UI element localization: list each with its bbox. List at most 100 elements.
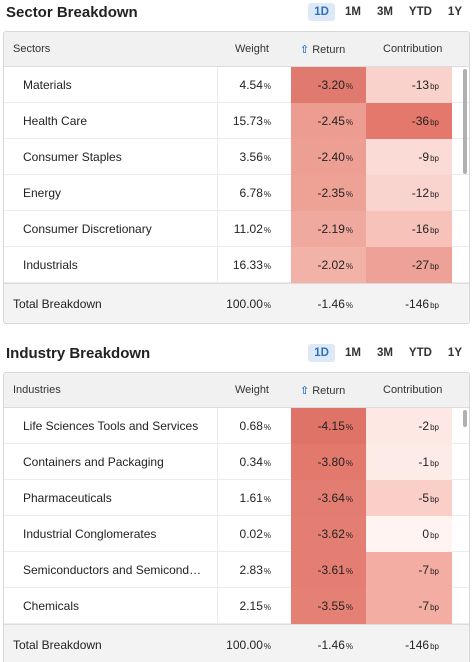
table-row[interactable]: Containers and Packaging 0.34% -3.80% -1bp [4,444,469,480]
row-return: -3.61% [291,552,366,588]
table-row[interactable]: Health Care 15.73% -2.45% -36bp [4,103,469,139]
row-contribution: -27bp [366,247,452,283]
sector-period-1d[interactable]: 1D [308,3,335,21]
row-contribution: -16bp [366,211,452,247]
sector-period-ytd[interactable]: YTD [408,6,432,18]
unit-label: % [345,226,353,235]
total-contribution: -146bp [405,638,439,652]
column-header-return[interactable]: ⇧ Return [300,44,346,56]
sector-total-row: Total Breakdown 100.00% -1.46% -146bp [4,283,469,323]
column-divider [217,408,218,624]
unit-label: bp [430,154,439,163]
total-weight: 100.00% [226,638,271,652]
table-row[interactable]: Consumer Staples 3.56% -2.40% -9bp [4,139,469,175]
unit-label: % [263,423,271,432]
table-row[interactable]: Pharmaceuticals 1.61% -3.64% -5bp [4,480,469,516]
row-return: -2.35% [291,175,366,211]
row-name: Semiconductors and Semiconductor Equipme… [23,563,203,577]
column-header-weight[interactable]: Weight [234,43,269,55]
sector-table-body: Materials 4.54% -3.20% -13bp Health Care 15.7… [4,67,469,283]
row-name: Health Care [23,114,88,128]
total-contribution: -146bp [405,297,439,311]
unit-label: % [263,603,271,612]
unit-label: % [263,531,271,540]
row-contribution: -36bp [366,103,452,139]
row-return: -2.02% [291,247,366,283]
sector-breakdown-title: Sector Breakdown [6,4,138,21]
row-weight: 0.68% [239,419,271,433]
column-header-industries[interactable]: Industries [13,384,61,396]
sector-period-1m[interactable]: 1M [344,6,361,18]
table-row[interactable]: Industrial Conglomerates 0.02% -3.62% 0bp [4,516,469,552]
table-row[interactable]: Energy 6.78% -2.35% -12bp [4,175,469,211]
row-name: Materials [23,78,72,92]
unit-label: bp [430,603,439,612]
table-row[interactable]: Life Sciences Tools and Services 0.68% -4.… [4,408,469,444]
industry-period-1y[interactable]: 1Y [447,347,462,359]
table-row[interactable]: Consumer Discretionary 11.02% -2.19% -16bp [4,211,469,247]
scrollbar[interactable] [463,410,467,620]
scrollbar[interactable] [463,69,467,279]
unit-label: % [345,154,353,163]
column-header-contribution[interactable]: Contribution [383,43,443,55]
row-return: -4.15% [291,408,366,444]
row-name: Consumer Discretionary [23,222,152,236]
unit-label: % [263,118,271,127]
table-row[interactable]: Industrials 16.33% -2.02% -27bp [4,247,469,283]
industry-table-body: Life Sciences Tools and Services 0.68% -4.… [4,408,469,624]
unit-label: % [263,226,271,235]
row-weight: 2.83% [239,563,271,577]
unit-label: % [345,567,353,576]
unit-label: % [345,423,353,432]
unit-label: % [263,495,271,504]
table-row[interactable]: Semiconductors and Semiconductor Equipme… [4,552,469,588]
column-divider [217,67,218,283]
unit-label: bp [430,567,439,576]
unit-label: % [345,118,353,127]
unit-label: bp [430,226,439,235]
row-name: Energy [23,186,62,200]
sort-up-arrow-icon: ⇧ [300,385,310,397]
industry-period-1d[interactable]: 1D [308,344,335,362]
industry-breakdown-title: Industry Breakdown [6,345,151,362]
industry-period-1m[interactable]: 1M [344,347,361,359]
unit-label: % [263,459,271,468]
column-header-return[interactable]: ⇧ Return [300,385,346,397]
sort-up-arrow-icon: ⇧ [300,44,310,56]
row-contribution: -1bp [366,444,452,480]
unit-label: % [345,603,353,612]
industry-table-header: Industries Weight ⇧ Return Contribution [4,373,469,408]
row-return: -3.80% [291,444,366,480]
row-contribution: -7bp [366,552,452,588]
row-weight: 3.56% [239,150,271,164]
unit-label: bp [430,495,439,504]
sector-period-1y[interactable]: 1Y [447,6,462,18]
unit-label: % [345,190,353,199]
industry-total-row: Total Breakdown 100.00% -1.46% -146bp [4,624,469,662]
column-header-contribution[interactable]: Contribution [383,384,443,396]
sector-table-header: Sectors Weight ⇧ Return Contribution [4,32,469,67]
sector-breakdown-header: Sector Breakdown 1D 1M 3M YTD 1Y [0,0,474,30]
column-header-sectors[interactable]: Sectors [13,43,51,55]
row-contribution: 0bp [366,516,452,552]
industry-period-ytd[interactable]: YTD [408,347,432,359]
scrollbar-thumb[interactable] [463,410,467,427]
row-weight: 4.54% [239,78,271,92]
table-row[interactable]: Chemicals 2.15% -3.55% -7bp [4,588,469,624]
unit-label: % [345,82,353,91]
unit-label: % [263,642,271,651]
industry-period-3m[interactable]: 3M [376,347,393,359]
scrollbar-thumb[interactable] [463,69,467,174]
table-row[interactable]: Materials 4.54% -3.20% -13bp [4,67,469,103]
unit-label: % [345,459,353,468]
row-return: -3.20% [291,67,366,103]
row-contribution: -7bp [366,588,452,624]
sector-period-selector: 1D 1M 3M YTD 1Y [308,3,468,21]
row-name: Consumer Staples [23,150,122,164]
row-weight: 2.15% [239,599,271,613]
unit-label: % [263,190,271,199]
sector-period-3m[interactable]: 3M [376,6,393,18]
row-weight: 6.78% [239,186,271,200]
column-header-weight[interactable]: Weight [234,384,269,396]
unit-label: bp [430,423,439,432]
